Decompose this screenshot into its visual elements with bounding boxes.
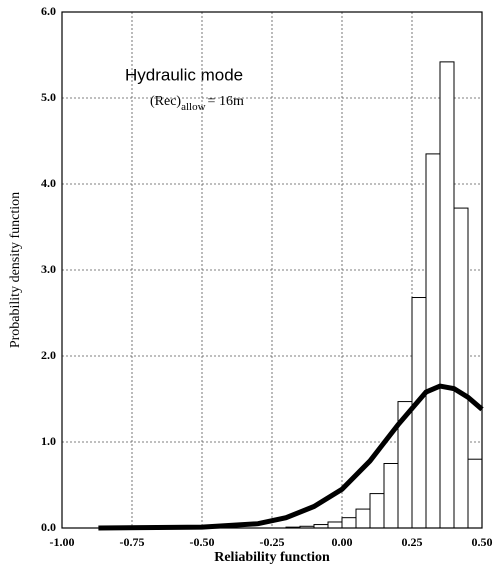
annotation-title: Hydraulic mode <box>125 65 243 84</box>
y-tick-label: 0.0 <box>41 520 56 534</box>
x-tick-label: -0.25 <box>260 535 285 549</box>
annotation-base: (Rec) <box>150 94 181 109</box>
bar <box>425 153 441 529</box>
bar <box>355 508 371 529</box>
x-tick-label: -1.00 <box>50 535 75 549</box>
bar <box>439 61 455 529</box>
x-tick-label: -0.50 <box>190 535 215 549</box>
bar <box>383 463 399 529</box>
annotation-rest: = 16m <box>208 94 244 109</box>
annotation: (Rec)allow = 16m <box>150 94 244 112</box>
bar <box>411 297 427 529</box>
x-tick-label: 0.50 <box>472 535 493 549</box>
y-tick-label: 5.0 <box>41 90 56 104</box>
y-tick-label: 6.0 <box>41 4 56 18</box>
x-tick-label: 0.00 <box>332 535 353 549</box>
x-tick-label: 0.25 <box>402 535 423 549</box>
bar <box>369 493 385 529</box>
bar <box>341 517 357 529</box>
bar <box>453 207 469 529</box>
y-tick-label: 4.0 <box>41 176 56 190</box>
x-tick-label: -0.75 <box>120 535 145 549</box>
y-tick-label: 1.0 <box>41 434 56 448</box>
plot-frame <box>61 11 483 529</box>
bar <box>467 458 483 529</box>
y-axis-label: Probability density function <box>8 192 23 348</box>
y-tick-label: 2.0 <box>41 348 56 362</box>
curve <box>98 383 484 531</box>
x-axis-label: Reliability function <box>214 550 330 565</box>
annotation-sub: allow <box>181 101 205 113</box>
y-tick-label: 3.0 <box>41 262 56 276</box>
bar <box>327 521 343 529</box>
